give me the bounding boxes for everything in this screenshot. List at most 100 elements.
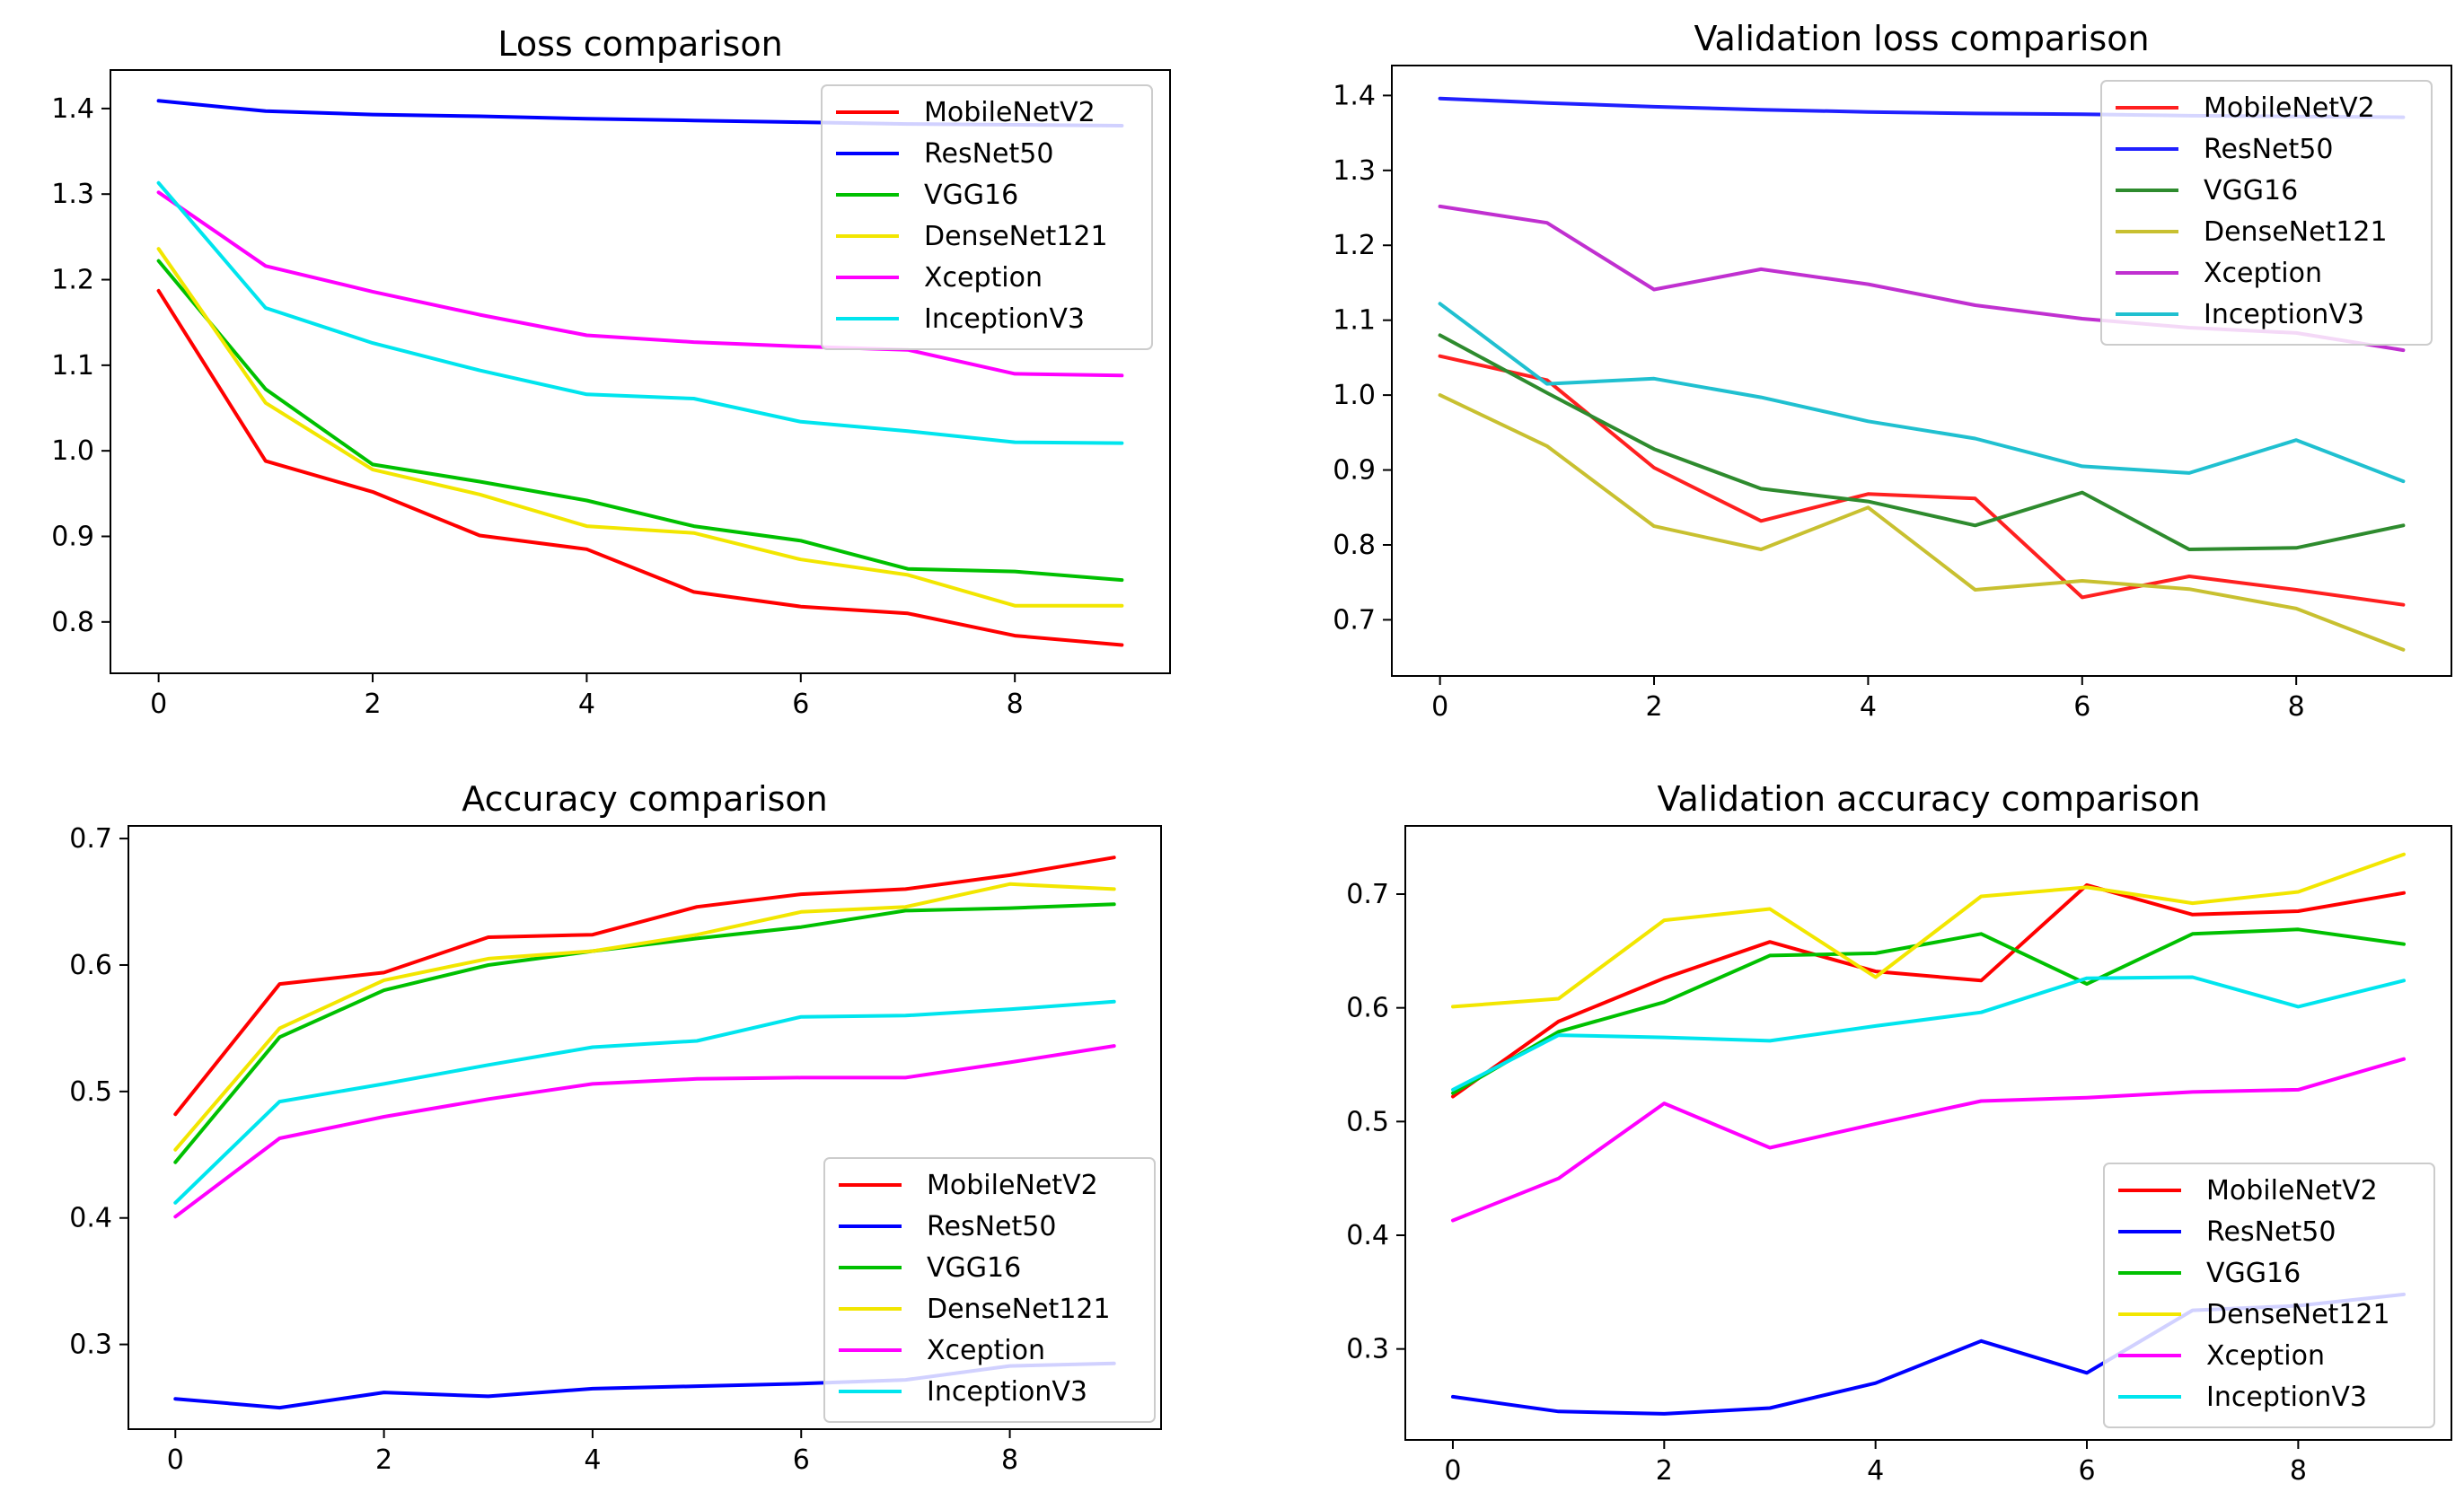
series-line-densenet121 <box>1451 852 2406 1009</box>
legend-label: Xception <box>2206 1340 2325 1372</box>
series-line-inceptionv3 <box>1451 975 2406 1092</box>
legend-label: DenseNet121 <box>927 1294 1111 1325</box>
legend: MobileNetV2 ResNet50 VGG16 DenseNet121 Xcept… <box>823 1157 1156 1423</box>
legend-label: DenseNet121 <box>2204 216 2388 248</box>
series-line-densenet121 <box>173 882 1116 1152</box>
series-line-mobilenetv2 <box>156 288 1124 647</box>
chart-title: Validation loss comparison <box>1694 19 2149 58</box>
x-tick-label: 2 <box>364 689 381 720</box>
legend-label: ResNet50 <box>2204 134 2333 165</box>
y-tick-label: 0.8 <box>51 607 94 638</box>
legend-label: VGG16 <box>2206 1258 2301 1289</box>
chart-title: Loss comparison <box>497 24 782 64</box>
accuracy-comparison-panel: Accuracy comparison 0 2 4 6 8 0.3 0.4 0.5 0.6 0.7… <box>69 779 1162 1476</box>
axes-frame <box>128 825 1162 1430</box>
legend-label: MobileNetV2 <box>924 97 1096 128</box>
x-tick-label: 8 <box>2288 691 2305 723</box>
y-tick-label: 0.5 <box>69 1076 112 1108</box>
x-tick-label: 8 <box>2290 1455 2307 1487</box>
x-tick-label: 4 <box>1867 1455 1884 1487</box>
x-tick-label: 0 <box>1431 691 1448 723</box>
x-tick-label: 4 <box>584 1444 601 1476</box>
axes-frame <box>110 69 1171 674</box>
y-tick-label: 0.3 <box>1346 1334 1389 1365</box>
x-tick-label: 2 <box>375 1444 392 1476</box>
legend-label: VGG16 <box>924 180 1018 211</box>
legend-label: InceptionV3 <box>2204 299 2364 330</box>
legend-box <box>823 1157 1156 1423</box>
series-line-inceptionv3 <box>1438 302 2406 484</box>
legend: MobileNetV2 ResNet50 VGG16 DenseNet121 Xcept… <box>821 84 1153 350</box>
axes-frame <box>1404 825 2452 1441</box>
x-tick-label: 6 <box>2073 691 2090 723</box>
legend-label: ResNet50 <box>924 138 1053 170</box>
legend-label: VGG16 <box>927 1252 1021 1284</box>
series-line-inceptionv3 <box>173 999 1116 1205</box>
legend-box <box>2100 80 2433 346</box>
series-line-inceptionv3 <box>156 180 1124 445</box>
legend-label: MobileNetV2 <box>2206 1175 2378 1207</box>
y-tick-label: 1.4 <box>51 93 94 125</box>
legend-label: Xception <box>927 1335 1045 1366</box>
series-line-mobilenetv2 <box>1438 354 2406 607</box>
y-tick-label: 1.3 <box>1333 155 1376 187</box>
x-tick-label: 0 <box>1444 1455 1461 1487</box>
series-line-xception <box>173 1044 1116 1219</box>
series-line-xception <box>1451 1057 2406 1223</box>
y-tick-label: 1.0 <box>1333 380 1376 411</box>
series-line-vgg16 <box>1451 927 2406 1095</box>
y-tick-label: 0.9 <box>1333 455 1376 487</box>
y-tick-label: 0.4 <box>69 1203 112 1234</box>
x-tick-label: 6 <box>793 1444 810 1476</box>
series-line-mobilenetv2 <box>1451 882 2406 1099</box>
y-tick-label: 0.6 <box>69 950 112 981</box>
legend: MobileNetV2 ResNet50 VGG16 DenseNet121 Xcept… <box>2103 1163 2435 1428</box>
legend-box <box>821 84 1153 350</box>
legend-label: InceptionV3 <box>924 303 1085 335</box>
chart-title: Validation accuracy comparison <box>1657 779 2200 819</box>
axes-frame <box>1391 65 2452 677</box>
y-tick-label: 1.0 <box>51 435 94 467</box>
validation-loss-comparison-panel: Validation loss comparison 0 2 4 6 8 0.7 0.8 0.… <box>1333 19 2452 723</box>
x-tick-label: 0 <box>167 1444 184 1476</box>
y-tick-label: 1.1 <box>51 350 94 382</box>
legend-label: ResNet50 <box>927 1211 1056 1242</box>
legend-label: Xception <box>924 262 1043 294</box>
y-tick-label: 0.7 <box>1333 604 1376 636</box>
series-line-vgg16 <box>173 902 1116 1164</box>
x-tick-label: 8 <box>1001 1444 1018 1476</box>
legend-label: Xception <box>2204 258 2322 289</box>
y-tick-label: 0.9 <box>51 521 94 552</box>
y-tick-label: 0.3 <box>69 1330 112 1361</box>
x-tick-label: 0 <box>150 689 167 720</box>
y-tick-label: 1.1 <box>1333 305 1376 337</box>
legend-label: MobileNetV2 <box>2204 92 2375 124</box>
series-line-vgg16 <box>156 259 1124 583</box>
y-tick-label: 0.4 <box>1346 1220 1389 1251</box>
series-line-vgg16 <box>1438 333 2406 551</box>
series-line-densenet121 <box>156 247 1124 608</box>
y-tick-label: 0.5 <box>1346 1106 1389 1137</box>
legend-label: MobileNetV2 <box>927 1170 1098 1201</box>
series-line-mobilenetv2 <box>173 856 1116 1117</box>
loss-comparison-panel: Loss comparison 0 2 4 6 8 0.8 0.9 1.0 1.1 1.2 1.3 1… <box>51 24 1171 720</box>
x-tick-label: 8 <box>1007 689 1024 720</box>
series-line-densenet121 <box>1438 393 2406 652</box>
legend-box <box>2103 1163 2435 1428</box>
y-tick-label: 1.4 <box>1333 80 1376 111</box>
legend: MobileNetV2 ResNet50 VGG16 DenseNet121 Xcept… <box>2100 80 2433 346</box>
y-tick-label: 0.7 <box>69 823 112 855</box>
legend-label: InceptionV3 <box>927 1376 1087 1408</box>
validation-accuracy-comparison-panel: Validation accuracy comparison 0 2 4 6 8 0.3 0… <box>1346 779 2452 1487</box>
legend-label: DenseNet121 <box>924 221 1108 252</box>
y-tick-label: 1.2 <box>51 265 94 296</box>
y-tick-label: 0.8 <box>1333 530 1376 561</box>
x-tick-label: 2 <box>1645 691 1662 723</box>
y-tick-label: 0.6 <box>1346 993 1389 1024</box>
legend-label: VGG16 <box>2204 175 2298 206</box>
y-tick-label: 0.7 <box>1346 879 1389 910</box>
legend-label: InceptionV3 <box>2206 1382 2367 1413</box>
legend-label: DenseNet121 <box>2206 1299 2390 1330</box>
